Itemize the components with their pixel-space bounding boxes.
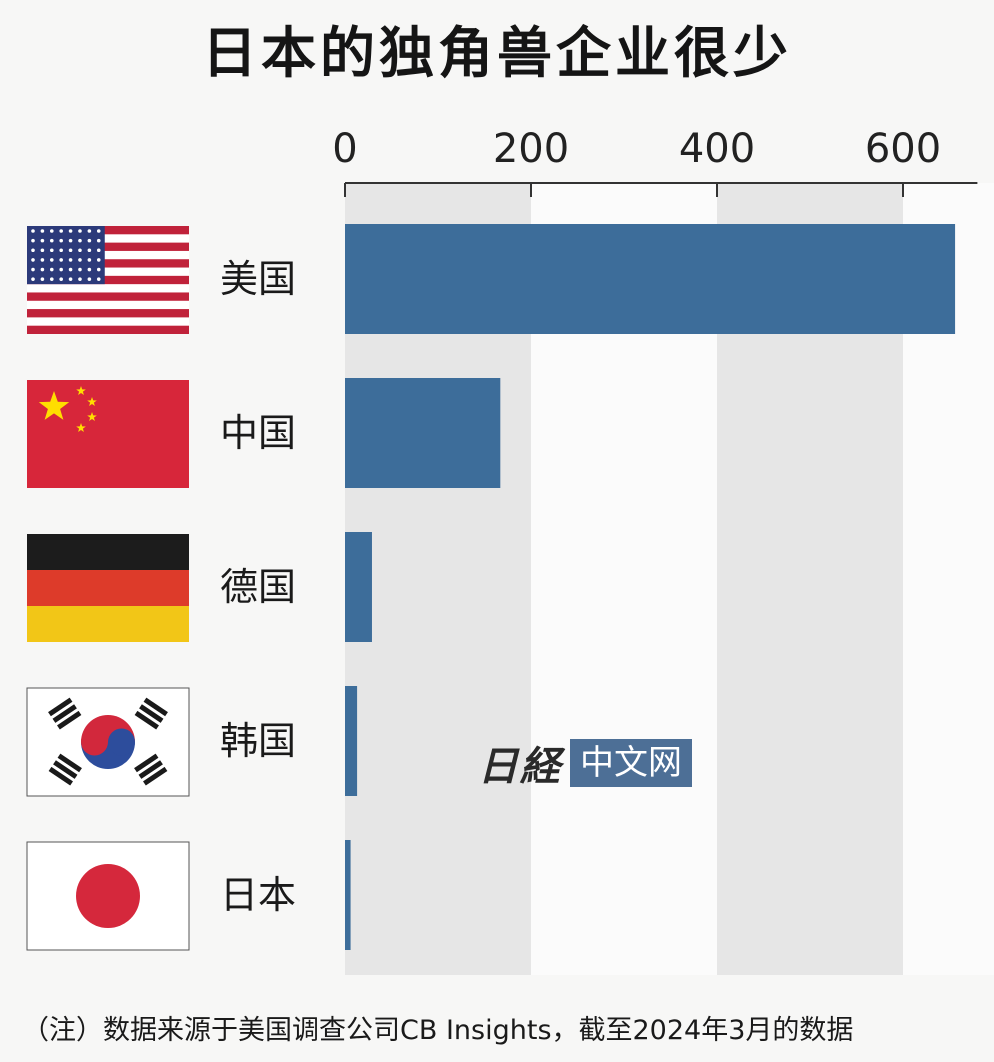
x-tick-label: 0 (332, 126, 357, 172)
china-flag-icon (27, 380, 189, 488)
x-tick-label: 600 (865, 126, 941, 172)
germany-flag-icon (27, 534, 189, 642)
watermark-text: 中文网 (570, 739, 692, 787)
watermark: 日経 中文网 (478, 738, 692, 790)
category-label: 日本 (220, 873, 296, 917)
category-label: 韩国 (220, 719, 296, 763)
south-korea-flag-icon (26, 687, 190, 797)
source-note: （注）数据来源于美国调查公司CB Insights，截至2024年3月的数据 (22, 1015, 854, 1046)
bar (345, 532, 372, 642)
bar (345, 378, 501, 488)
bar (345, 224, 956, 334)
bar (345, 840, 351, 950)
category-label: 中国 (220, 411, 296, 455)
japan-flag-icon (26, 841, 190, 951)
category-label: 德国 (220, 565, 296, 609)
chart-title: 日本的独角兽企业很少 (201, 21, 792, 85)
x-tick-label: 200 (493, 126, 569, 172)
us-flag-icon (27, 226, 189, 334)
watermark-logo: 日経 (478, 743, 562, 790)
category-label: 美国 (220, 257, 296, 301)
bar (345, 686, 358, 796)
x-tick-label: 400 (679, 126, 755, 172)
